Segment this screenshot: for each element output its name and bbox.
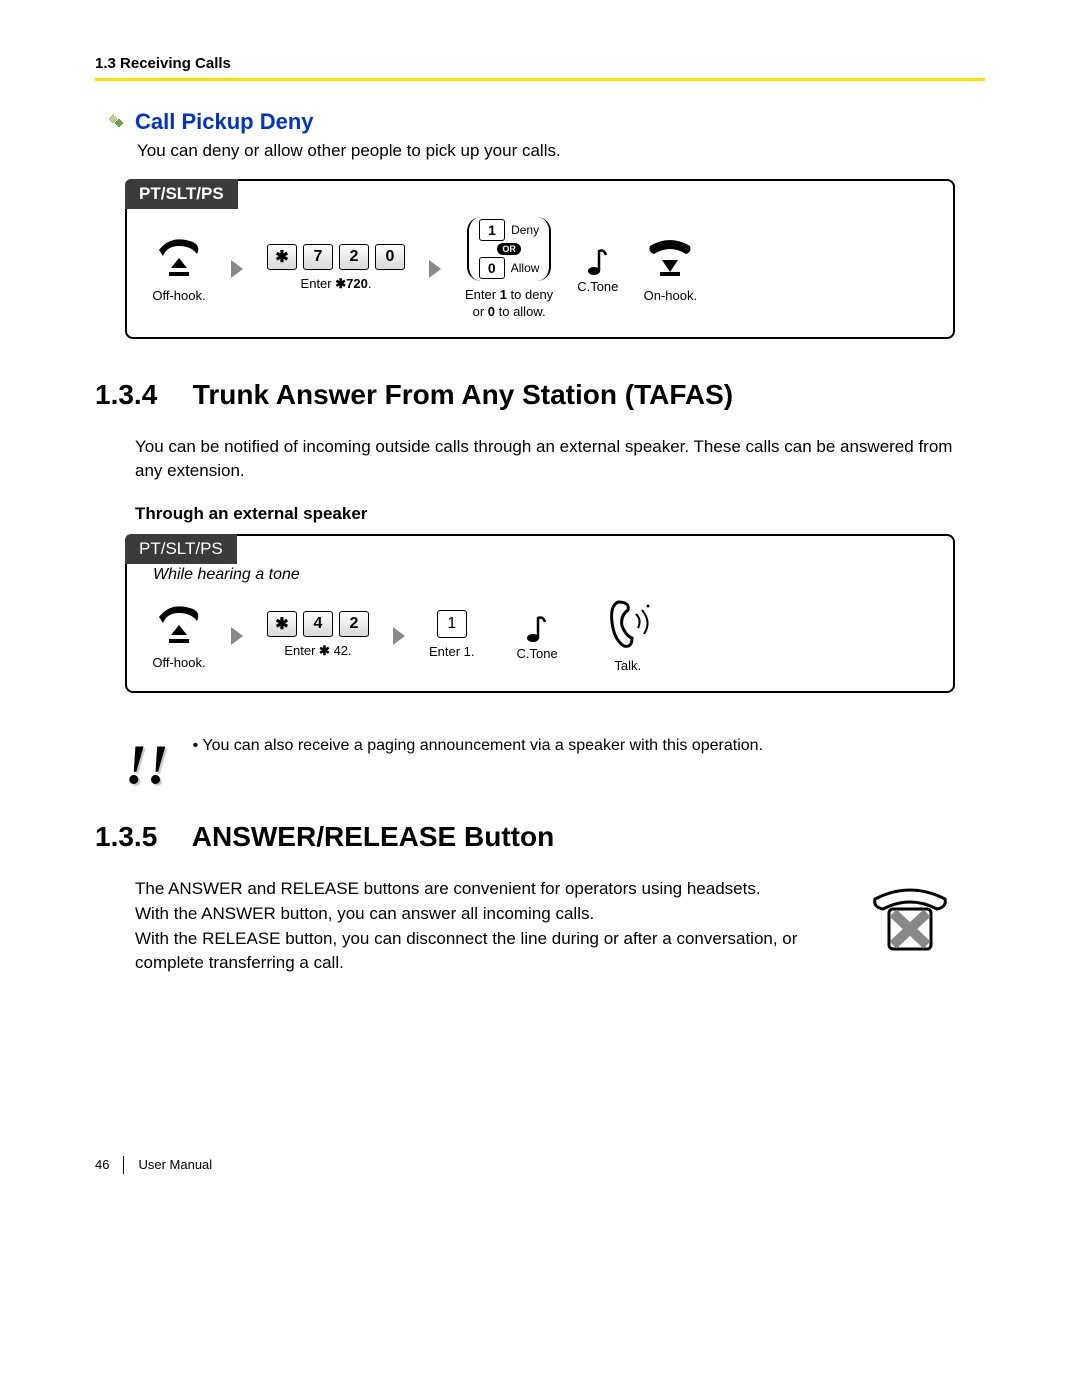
enter-1-step: 1 Enter 1. — [429, 610, 475, 661]
tafas-heading: 1.3.4 Trunk Answer From Any Station (TAF… — [95, 379, 985, 411]
key-0: 0 — [479, 257, 505, 279]
key-2: 2 — [339, 611, 369, 637]
ctone-label: C.Tone — [517, 646, 558, 661]
key-2: 2 — [339, 244, 369, 270]
ctone-icon — [584, 243, 612, 279]
onhook-caption: On-hook. — [644, 288, 697, 305]
onhook-icon — [642, 232, 698, 282]
procedure-tab: PT/SLT/PS — [125, 179, 238, 209]
ctone-step: C.Tone — [517, 610, 558, 661]
answer-release-heading: 1.3.5 ANSWER/RELEASE Button — [95, 821, 985, 853]
talk-step: Talk. — [600, 596, 656, 675]
key-star: ✱ — [267, 244, 297, 270]
deny-label: Deny — [511, 223, 539, 237]
offhook-caption: Off-hook. — [152, 655, 205, 672]
key-0: 0 — [375, 244, 405, 270]
or-pill: OR — [497, 243, 521, 255]
talk-caption: Talk. — [614, 658, 641, 675]
tafas-subhead: Through an external speaker — [135, 504, 985, 524]
key-sequence: ✱ 4 2 — [267, 611, 369, 637]
answer-release-number: 1.3.5 — [95, 821, 185, 853]
answer-release-text: The ANSWER and RELEASE buttons are conve… — [135, 877, 835, 976]
answer-release-title: ANSWER/RELEASE Button — [192, 821, 554, 852]
tafas-number: 1.3.4 — [95, 379, 185, 411]
deny-allow-caption: Enter 1 to deny or 0 to allow. — [465, 287, 553, 321]
exclamation-icon: !! — [125, 733, 169, 793]
procedure-tab: PT/SLT/PS — [125, 534, 237, 564]
footer-page-number: 46 — [95, 1157, 109, 1172]
footer-label: User Manual — [138, 1157, 212, 1172]
call-pickup-deny-box: PT/SLT/PS Off-hook. ✱ 7 2 0 Enter ✱720. — [125, 179, 955, 339]
arrow-icon — [231, 627, 243, 645]
header-section-label: 1.3 Receiving Calls — [95, 55, 985, 72]
arrow-icon — [231, 260, 243, 278]
call-pickup-deny-title: Call Pickup Deny — [135, 109, 314, 135]
enter-code-step: ✱ 7 2 0 Enter ✱720. — [267, 244, 405, 293]
tafas-note-text: • You can also receive a paging announce… — [193, 733, 763, 755]
footer-divider — [123, 1156, 124, 1174]
offhook-icon — [151, 599, 207, 649]
diamond-bullet-icon — [105, 111, 127, 133]
key-1-plain: 1 — [437, 610, 467, 638]
offhook-caption: Off-hook. — [152, 288, 205, 305]
enter-code-caption: Enter ✱720. — [301, 276, 372, 293]
tafas-box: PT/SLT/PS While hearing a tone Off-hook.… — [125, 534, 955, 693]
offhook-icon — [151, 232, 207, 282]
yellow-rule — [95, 78, 985, 81]
arrow-icon — [393, 627, 405, 645]
allow-row: 0 Allow — [479, 257, 540, 279]
answer-release-block: The ANSWER and RELEASE buttons are conve… — [135, 877, 955, 976]
key-1: 1 — [479, 219, 505, 241]
step-row: Off-hook. ✱ 4 2 Enter ✱ 42. 1 Enter 1. — [145, 592, 935, 679]
call-pickup-deny-intro: You can deny or allow other people to pi… — [137, 141, 985, 161]
ctone-icon — [523, 610, 551, 646]
talk-icon — [600, 596, 656, 652]
phone-x-icon — [865, 877, 955, 967]
call-pickup-deny-heading-row: Call Pickup Deny — [105, 109, 985, 135]
page-footer: 46 User Manual — [95, 1156, 985, 1174]
deny-allow-step: 1 Deny OR 0 Allow Enter 1 to deny or 0 t… — [465, 217, 553, 321]
allow-label: Allow — [511, 261, 540, 275]
enter-code-step: ✱ 4 2 Enter ✱ 42. — [267, 611, 369, 660]
key-4: 4 — [303, 611, 333, 637]
enter-code-caption: Enter ✱ 42. — [284, 643, 351, 660]
key-star: ✱ — [267, 611, 297, 637]
onhook-step: On-hook. — [642, 232, 698, 305]
arrow-icon — [429, 260, 441, 278]
deny-row: 1 Deny — [479, 219, 539, 241]
tafas-note-row: !! • You can also receive a paging annou… — [125, 733, 955, 793]
tafas-title: Trunk Answer From Any Station (TAFAS) — [193, 379, 733, 410]
deny-allow-group: 1 Deny OR 0 Allow — [467, 217, 552, 281]
offhook-step: Off-hook. — [151, 599, 207, 672]
ctone-step: C.Tone — [577, 243, 618, 294]
key-sequence: ✱ 7 2 0 — [267, 244, 405, 270]
ctone-label: C.Tone — [577, 279, 618, 294]
key-7: 7 — [303, 244, 333, 270]
step-row: Off-hook. ✱ 7 2 0 Enter ✱720. 1 Deny OR — [145, 213, 935, 325]
tafas-italic-note: While hearing a tone — [153, 566, 935, 584]
tafas-intro: You can be notified of incoming outside … — [135, 435, 955, 483]
offhook-step: Off-hook. — [151, 232, 207, 305]
enter-1-caption: Enter 1. — [429, 644, 475, 661]
